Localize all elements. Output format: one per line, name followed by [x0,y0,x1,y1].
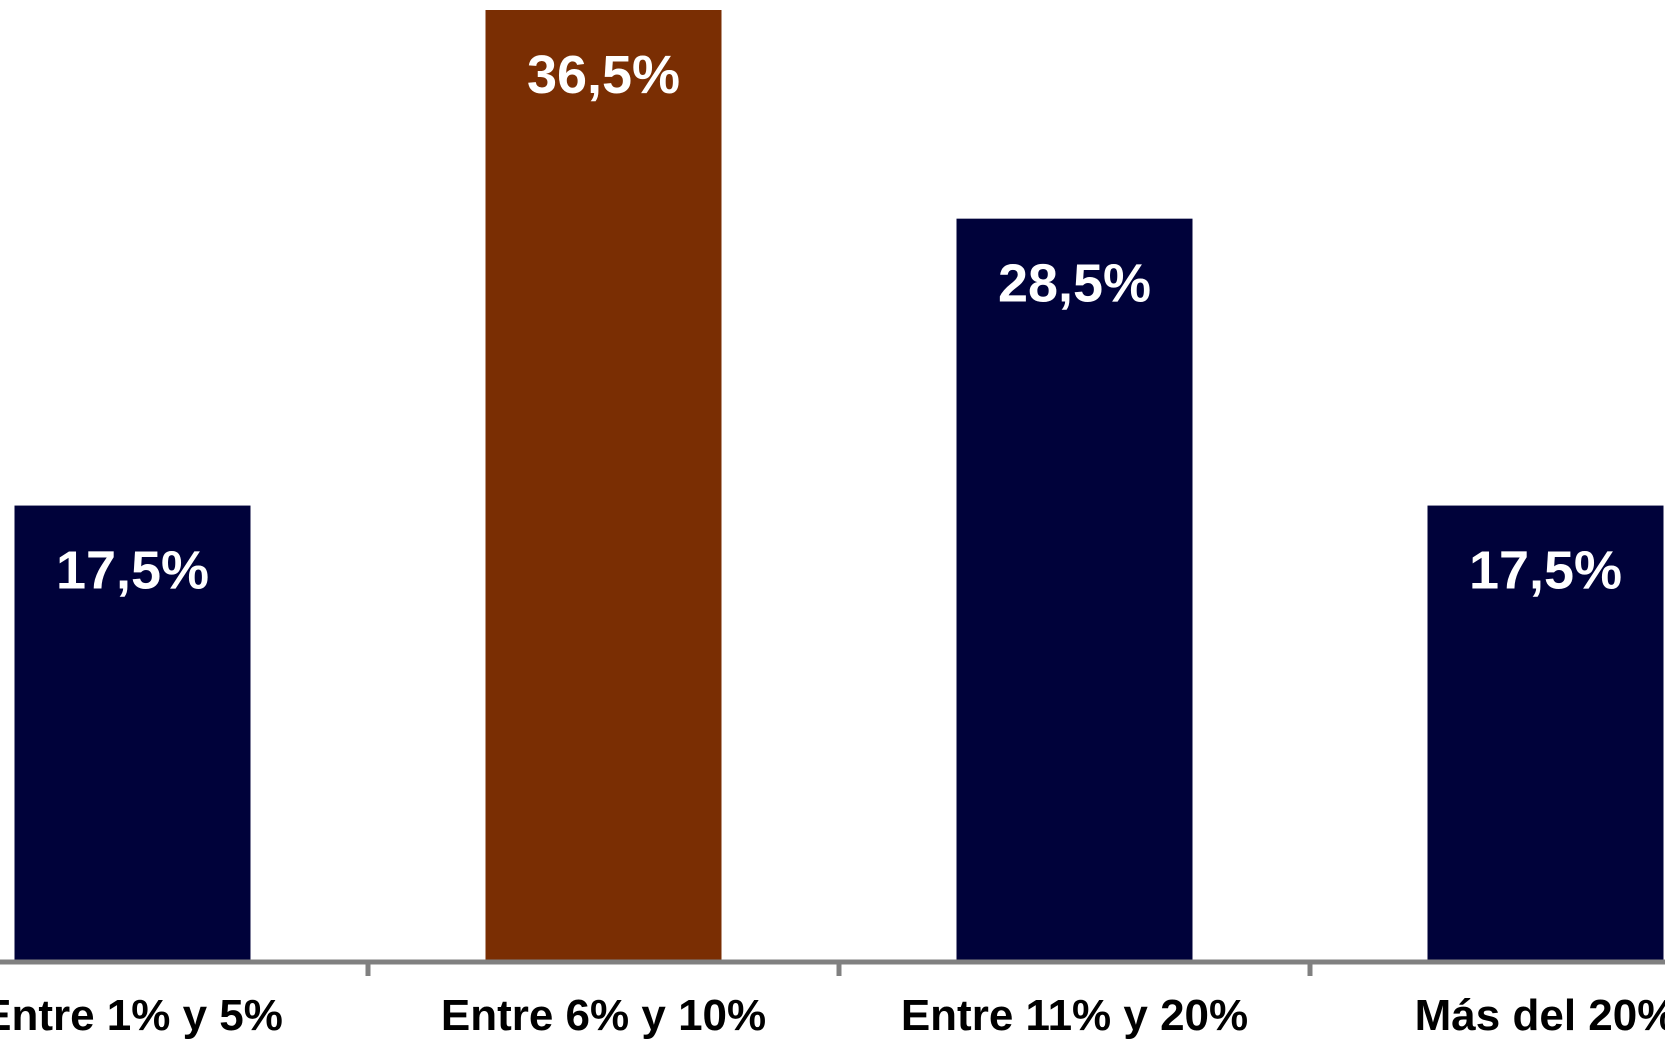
category-labels-group: Entre 1% y 5% Entre 6% y 10% Entre 11% y 2… [0,991,1665,1040]
x-axis [0,959,1665,976]
bars-group [14,10,1664,962]
category-label-4: Más del 20% [1415,991,1665,1040]
bar-value-label-4: 17,5% [1469,541,1622,601]
value-labels-group: 17,5% 36,5% 28,5% 17,5% [56,45,1622,601]
bar-2 [485,10,722,962]
bar-value-label-2: 36,5% [527,45,680,105]
bar-1 [14,505,251,962]
category-label-1: Entre 1% y 5% [0,991,283,1040]
bar-4 [1427,505,1664,962]
bar-3 [956,218,1193,962]
category-label-3: Entre 11% y 20% [901,991,1248,1040]
bar-value-label-3: 28,5% [998,254,1151,314]
bar-value-label-1: 17,5% [56,541,209,601]
category-label-2: Entre 6% y 10% [441,991,766,1040]
